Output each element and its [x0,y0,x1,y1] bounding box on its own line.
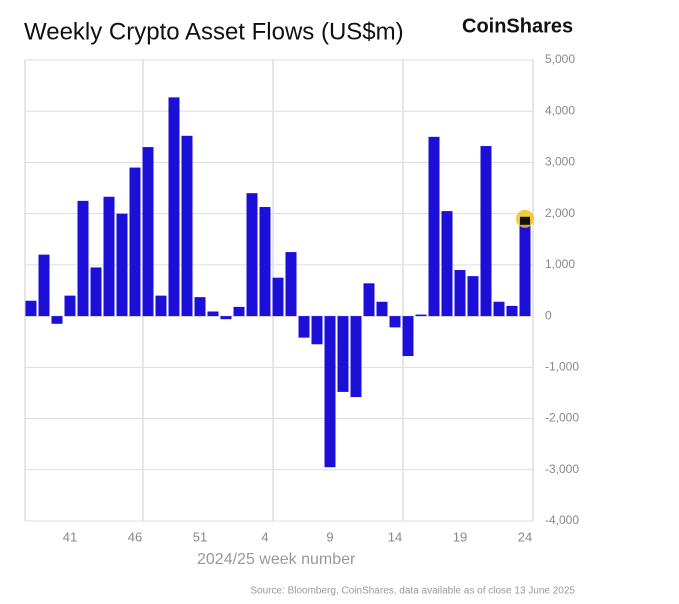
bar [168,97,180,317]
y-tick-label: 1,000 [545,257,575,271]
bar [246,193,258,317]
bar [129,167,141,317]
bar [155,295,167,317]
bar [64,295,76,317]
bar [194,297,206,317]
y-tick-label: -4,000 [545,513,579,527]
x-axis-label: 2024/25 week number [197,551,356,568]
bar [298,316,310,338]
x-tick-label: 4 [261,529,268,544]
bar [116,213,128,317]
chart-title: Weekly Crypto Asset Flows (US$m) [24,18,404,45]
y-tick-label: 3,000 [545,155,575,169]
bar [389,316,401,328]
y-tick-label: -3,000 [545,462,579,476]
bar [480,146,492,317]
brand-logo: CoinShares [462,15,573,37]
x-tick-label: 51 [193,529,207,544]
bar [350,316,362,398]
bar [363,283,375,317]
x-tick-label: 14 [388,529,402,544]
bar [25,300,37,317]
bar [376,301,388,317]
y-tick-label: 2,000 [545,206,575,220]
x-tick-label: 24 [518,529,532,544]
source-note: Source: Bloomberg, CoinShares, data avai… [250,586,575,597]
bar [103,196,115,317]
x-tick-label: 19 [453,529,467,544]
bar [51,316,63,324]
y-tick-label: -1,000 [545,360,579,374]
y-tick-label: 4,000 [545,103,575,117]
latest-marker [520,216,530,225]
bar [285,252,297,317]
bar [259,207,271,317]
bar [142,147,154,317]
bar [220,316,232,320]
bar [38,254,50,317]
bar [77,200,89,317]
bar [402,316,414,357]
bar [233,306,245,317]
bar [337,316,349,392]
bar [428,136,440,317]
bar [324,316,336,468]
bar [415,314,427,317]
bar [181,135,193,317]
x-tick-label: 46 [128,529,142,544]
bar [506,305,518,317]
x-tick-label: 41 [63,529,77,544]
x-tick-label: 9 [326,529,333,544]
bar [207,311,219,317]
bar [519,218,531,317]
y-tick-label: 5,000 [545,52,575,66]
bar [454,270,466,317]
y-tick-label: 0 [545,308,552,322]
bar [467,276,479,317]
bar [272,277,284,317]
bar [311,316,323,345]
bar [493,301,505,317]
bar [441,211,453,317]
y-tick-label: -2,000 [545,411,579,425]
bar [90,267,102,317]
